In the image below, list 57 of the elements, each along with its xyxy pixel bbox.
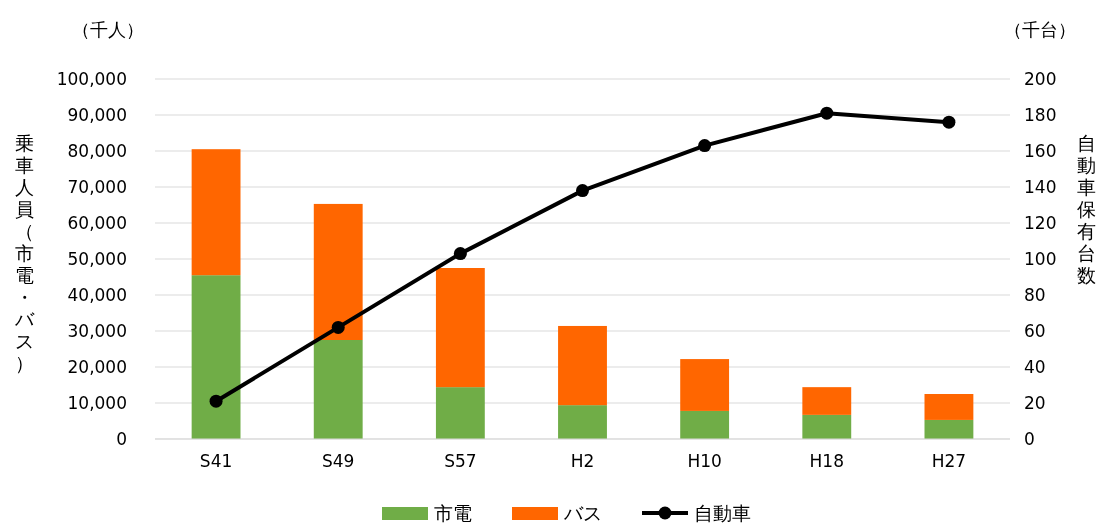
y-tick-label: 90,000 [67,104,127,125]
y2-tick-label: 80 [1024,284,1046,305]
bar [924,419,974,439]
point [209,394,223,408]
legend-label: 市電 [434,501,472,524]
bar [435,387,485,439]
bar [924,394,974,420]
y2-tick-label: 0 [1024,428,1035,449]
bar [191,149,241,276]
bar [802,414,852,439]
point [698,139,712,153]
y-tick-label: 70,000 [67,176,127,197]
y-tick-label: 100,000 [56,68,127,89]
y2-tick-label: 100 [1024,248,1057,269]
y2-axis-title: 自動車保有台数 [1076,132,1096,286]
y-tick-label: 80,000 [67,140,127,161]
y-tick-label: 50,000 [67,248,127,269]
x-tick-label: S41 [199,451,233,471]
bar [435,268,485,388]
bar [313,203,363,340]
y-tick-label: 60,000 [67,212,127,233]
x-tick-label: S57 [444,451,477,471]
y-tick-label: 10,000 [67,392,127,413]
legend-label: バス [563,501,602,524]
text: （千人） [72,19,144,40]
x-tick-label: H10 [687,451,722,471]
x-tick-label: S49 [322,451,355,471]
text: （千台） [1004,19,1076,40]
y2-tick-label: 200 [1024,68,1057,89]
bar [802,387,852,415]
y2-tick-label: 160 [1024,140,1057,161]
legend-label: 自動車 [694,501,751,524]
y-tick-label: 20,000 [67,356,127,377]
point [820,106,834,120]
bar [558,405,607,439]
x-tick-label: H27 [931,451,967,471]
point [942,115,956,129]
x-tick-label: H18 [809,451,844,471]
y2-tick-label: 60 [1024,320,1046,341]
bar [191,275,241,439]
point [576,184,589,198]
y2-tick-label: 180 [1024,104,1057,125]
bar [558,325,607,406]
text: 乗車人員（市電・バス） [14,132,34,374]
y2-tick-label: 140 [1024,176,1057,197]
y2-tick-label: 120 [1024,212,1057,233]
x-tick-label: H2 [570,451,595,471]
point [331,320,345,334]
bar [680,410,730,439]
y2-tick-label: 40 [1024,356,1046,377]
bar [680,359,730,411]
y-tick-label: 40,000 [67,284,127,305]
y-tick-label: 0 [116,428,127,449]
y-tick-label: 30,000 [67,320,127,341]
bar [313,340,363,439]
point [453,247,467,261]
y2-tick-label: 20 [1024,392,1046,413]
